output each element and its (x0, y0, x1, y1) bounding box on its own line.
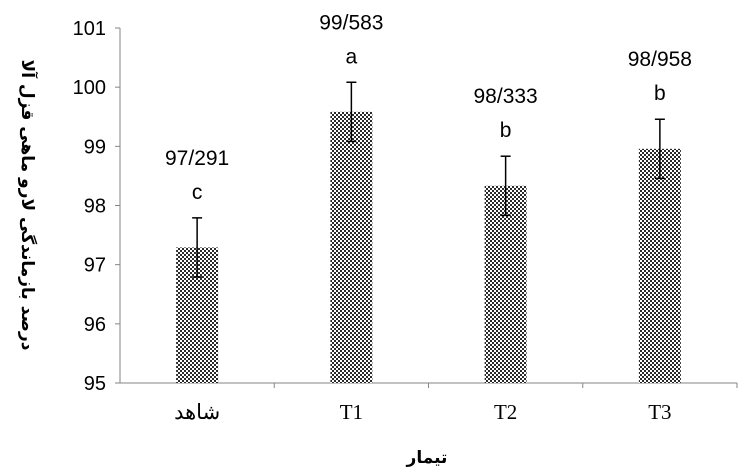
y-tick-label: 97 (84, 255, 106, 277)
bar (330, 111, 373, 383)
x-tick-label: T1 (340, 400, 363, 424)
significance-letter: b (654, 82, 666, 105)
y-tick-label: 99 (84, 136, 106, 158)
x-tick-label: شاهد (174, 400, 220, 424)
bar (638, 148, 681, 383)
data-label: 98/333 (474, 85, 538, 108)
y-tick-label: 98 (84, 196, 106, 218)
data-label: 97/291 (165, 147, 229, 170)
data-label: 99/583 (319, 11, 383, 34)
x-tick-label: T2 (494, 400, 517, 424)
bar (484, 185, 527, 383)
data-label: 98/958 (628, 48, 692, 71)
y-axis-title: درصد بازماندگی لارو ماهی قزل آلا (17, 60, 39, 351)
x-axis-title: تیمار (406, 448, 448, 468)
bars-group: c 97/291 a 99/583 b 98/333 b 98/958 (165, 11, 692, 383)
y-tick-label: 95 (84, 373, 106, 395)
y-tick-labels: 95 96 97 98 99 100 101 (73, 18, 120, 395)
y-tick-label: 101 (73, 18, 106, 40)
significance-letter: a (346, 45, 358, 68)
significance-letter: c (192, 181, 203, 204)
x-tick-labels: شاهد T1 T2 T3 (174, 383, 738, 424)
y-tick-label: 96 (84, 314, 106, 336)
significance-letter: b (500, 119, 512, 142)
y-tick-label: 100 (73, 77, 106, 99)
x-tick-label: T3 (648, 400, 671, 424)
